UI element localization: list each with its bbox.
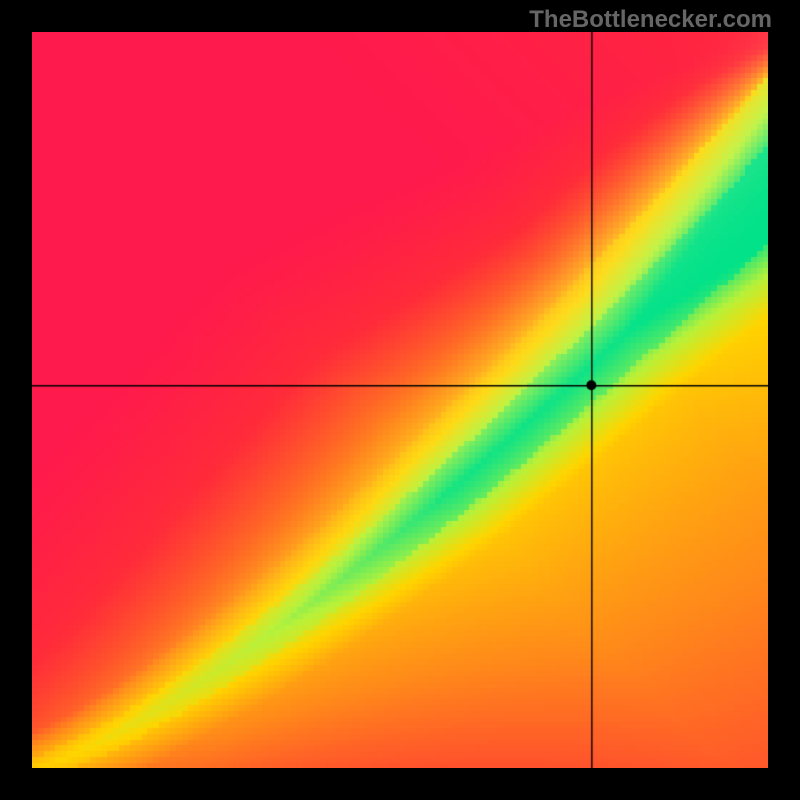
watermark-text: TheBottlenecker.com bbox=[529, 6, 772, 34]
chart-container: TheBottlenecker.com bbox=[0, 0, 800, 800]
bottleneck-heatmap bbox=[32, 32, 768, 768]
